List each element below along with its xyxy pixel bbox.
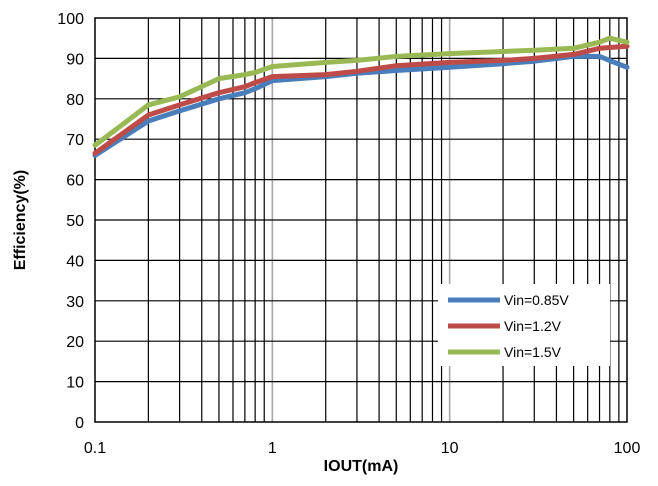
series-group: [95, 38, 627, 145]
y-tick-label: 100: [57, 11, 84, 28]
y-tick-label: 40: [66, 253, 84, 270]
legend-label: Vin=1.2V: [504, 318, 562, 334]
x-tick-labels: 0.1 1 10 100: [84, 440, 641, 457]
x-tick-label: 100: [614, 440, 641, 457]
y-tick-labels: 0 10 20 30 40 50 60 70 80 90 100: [57, 11, 84, 432]
x-tick-label: 0.1: [84, 440, 106, 457]
series-layer: [95, 38, 627, 155]
y-axis-title: Efficiency(%): [12, 170, 29, 270]
y-tick-label: 10: [66, 375, 84, 392]
y-tick-label: 80: [66, 92, 84, 109]
y-tick-label: 90: [66, 51, 84, 68]
y-tick-label: 20: [66, 334, 84, 351]
y-tick-label: 70: [66, 132, 84, 149]
y-tick-label: 50: [66, 213, 84, 230]
series-line: [95, 38, 627, 145]
y-tick-label: 30: [66, 294, 84, 311]
legend: Vin=0.85V Vin=1.2V Vin=1.5V: [438, 284, 610, 366]
x-axis-title: IOUT(mA): [324, 458, 399, 475]
legend-label: Vin=1.5V: [504, 344, 562, 360]
y-tick-label: 60: [66, 173, 84, 190]
x-tick-label: 1: [268, 440, 277, 457]
legend-label: Vin=0.85V: [504, 292, 569, 308]
x-tick-label: 10: [441, 440, 459, 457]
y-tick-label: 0: [75, 415, 84, 432]
